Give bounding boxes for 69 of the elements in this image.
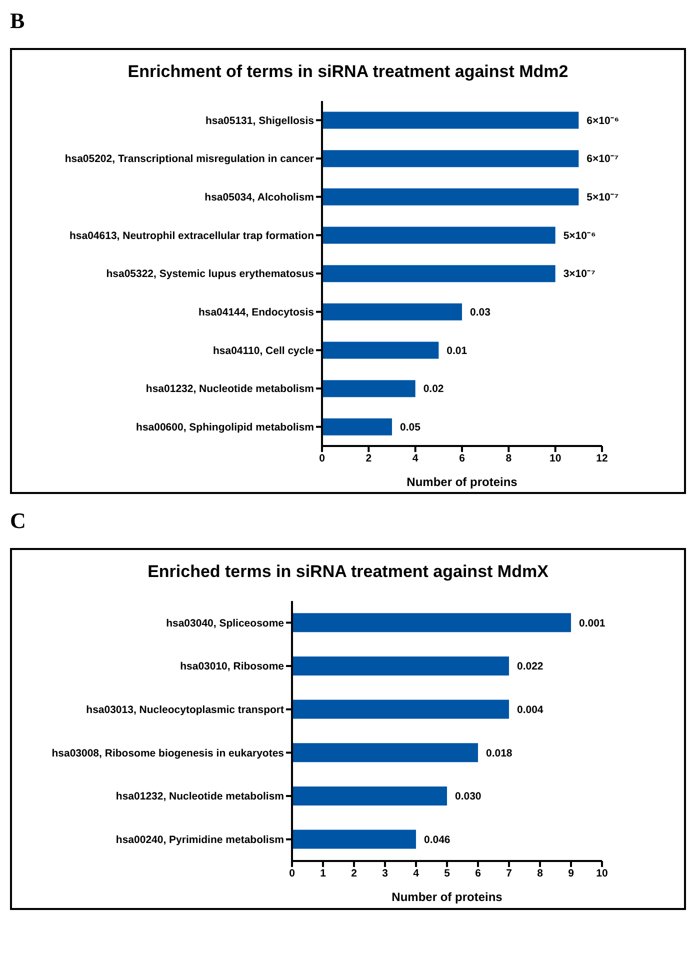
y-tick-label: hsa01232, Nucleotide metabolism xyxy=(116,790,284,803)
text: C xyxy=(9,508,27,535)
bar xyxy=(322,265,556,282)
y-tick-label: hsa03008, Ribosome biogenesis in eukaryotes xyxy=(52,747,284,760)
y-tick-label: hsa05322, Systemic lupus erythematosus xyxy=(106,268,314,280)
x-tick-label: 8 xyxy=(506,452,512,464)
annotation: 0.05 xyxy=(400,422,421,434)
x-tick-label: 2 xyxy=(366,452,372,464)
bar xyxy=(322,150,579,168)
x-tick-label: 2 xyxy=(351,867,358,880)
bar xyxy=(292,743,478,762)
x-tick-label: 8 xyxy=(537,867,544,880)
bar xyxy=(292,656,509,676)
x-axis-title: Number of proteins xyxy=(406,475,518,489)
bar xyxy=(322,303,462,320)
annotation: 0.03 xyxy=(470,306,491,319)
x-tick-label: 10 xyxy=(596,867,608,880)
bar xyxy=(292,613,571,632)
x-tick-label: 5 xyxy=(444,867,450,880)
x-axis-title: Number of proteins xyxy=(392,890,503,904)
annotation: 6×10⁻⁶ xyxy=(586,114,620,127)
y-tick-label: hsa05034, Alcoholism xyxy=(204,192,314,204)
annotation: 0.004 xyxy=(517,704,544,716)
x-tick-label: 12 xyxy=(596,452,608,464)
annotation: 0.030 xyxy=(455,790,482,803)
bar xyxy=(322,380,416,398)
bar xyxy=(292,786,447,806)
y-tick-label: hsa00240, Pyrimidine metabolism xyxy=(116,834,284,846)
bar xyxy=(292,830,416,849)
y-tick-label: hsa05202, Transcriptional misregulation in cancer xyxy=(64,153,314,166)
x-tick-label: 10 xyxy=(549,452,562,464)
annotation: 0.018 xyxy=(486,747,512,760)
annotation: 0.01 xyxy=(446,344,468,357)
bar xyxy=(322,342,439,359)
annotation: 0.001 xyxy=(579,617,606,630)
x-tick-label: 7 xyxy=(506,867,512,880)
chart-title: Enrichment of terms in siRNA treatment against Mdm2 xyxy=(126,62,570,82)
y-tick-label: hsa03010, Ribosome xyxy=(180,660,284,673)
bar xyxy=(322,112,579,129)
x-tick-label: 1 xyxy=(320,867,326,880)
x-tick-label: 9 xyxy=(568,867,574,880)
x-tick-label: 6 xyxy=(475,867,482,880)
y-tick-label: hsa03013, Nucleocytoplasmic transport xyxy=(86,704,284,716)
x-tick-label: 3 xyxy=(382,867,388,880)
chart-title: Enriched terms in siRNA treatment against MdmX xyxy=(146,562,550,582)
x-tick-label: 0 xyxy=(289,867,296,880)
annotation: 3×10⁻⁷ xyxy=(563,268,596,280)
bar xyxy=(292,700,509,719)
y-tick-label: hsa01232, Nucleotide metabolism xyxy=(146,383,314,396)
annotation: 0.02 xyxy=(423,383,444,396)
y-tick-label: hsa04613, Neutrophil extracellular trap formation xyxy=(70,230,314,242)
x-tick-label: 0 xyxy=(319,452,326,464)
y-tick-label: hsa03040, Spliceosome xyxy=(166,617,284,630)
x-tick-label: 4 xyxy=(413,867,420,880)
annotation: 0.046 xyxy=(424,834,450,846)
x-tick-label: 6 xyxy=(459,452,466,464)
y-tick-label: hsa04144, Endocytosis xyxy=(198,306,314,319)
y-tick-label: hsa05131, Shigellosis xyxy=(205,114,314,127)
bar xyxy=(322,188,579,206)
annotation: 0.022 xyxy=(517,660,544,673)
bar xyxy=(322,418,392,436)
text: B xyxy=(9,8,26,35)
annotation: 5×10⁻⁶ xyxy=(563,230,596,242)
annotation: 5×10⁻⁷ xyxy=(586,192,619,204)
y-tick-label: hsa04110, Cell cycle xyxy=(213,344,314,357)
x-tick-label: 4 xyxy=(412,452,418,464)
bar xyxy=(322,226,556,244)
annotation: 6×10⁻⁷ xyxy=(586,153,619,166)
y-tick-label: hsa00600, Sphingolipid metabolism xyxy=(136,422,314,434)
